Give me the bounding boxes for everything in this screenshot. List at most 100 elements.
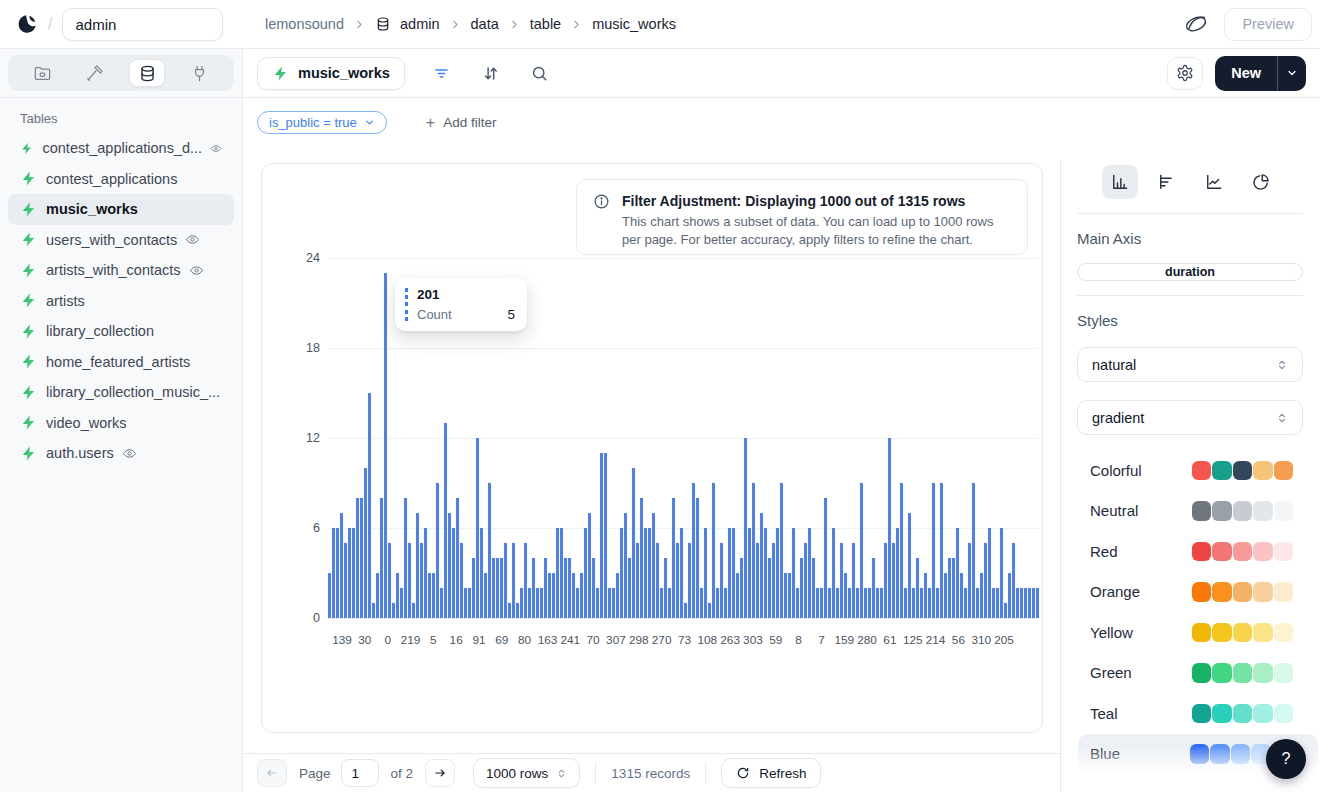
chart-bar[interactable] — [612, 588, 615, 618]
chart-bar[interactable] — [340, 513, 343, 618]
chart-bar[interactable] — [596, 588, 599, 618]
chart-bar[interactable] — [624, 513, 627, 618]
chart-bar[interactable] — [576, 588, 579, 618]
rows-per-page-select[interactable]: 1000 rows — [473, 758, 580, 788]
plug-icon[interactable] — [182, 59, 218, 87]
sidebar-table-item[interactable]: library_collection_music_... — [8, 377, 234, 408]
chart-bar[interactable] — [416, 513, 419, 618]
help-button[interactable]: ? — [1266, 739, 1306, 779]
chart-bar[interactable] — [676, 543, 679, 618]
bar-chart-type-button[interactable] — [1102, 165, 1138, 199]
chart-bar[interactable] — [604, 453, 607, 618]
chart-bar[interactable] — [844, 573, 847, 618]
chart-bar[interactable] — [592, 558, 595, 618]
chart-bar[interactable] — [732, 528, 735, 618]
chart-bar[interactable] — [508, 603, 511, 618]
chart-bar[interactable] — [776, 528, 779, 618]
breadcrumb-item[interactable]: data — [471, 16, 499, 32]
chart-bar[interactable] — [668, 588, 671, 618]
chart-bar[interactable] — [348, 528, 351, 618]
chart-bar[interactable] — [692, 483, 695, 618]
chart-bar[interactable] — [852, 543, 855, 618]
chart-bar[interactable] — [700, 588, 703, 618]
sidebar-table-item[interactable]: home_featured_artists — [8, 347, 234, 378]
next-page-button[interactable] — [425, 759, 455, 787]
chart-bar[interactable] — [912, 588, 915, 618]
chart-bar[interactable] — [480, 528, 483, 618]
chart-bar[interactable] — [744, 438, 747, 618]
preview-button[interactable]: Preview — [1224, 8, 1312, 41]
chart-bar[interactable] — [1012, 543, 1015, 618]
breadcrumb-item[interactable]: admin — [400, 16, 440, 32]
chart-bar[interactable] — [648, 528, 651, 618]
palette-row-teal[interactable]: Teal — [1060, 693, 1320, 734]
chart-bar[interactable] — [872, 558, 875, 618]
chart-bar[interactable] — [672, 498, 675, 618]
chart-bar[interactable] — [628, 558, 631, 618]
chart-bar[interactable] — [368, 393, 371, 618]
chart-bar[interactable] — [448, 513, 451, 618]
chart-bar[interactable] — [968, 543, 971, 618]
chart-bar[interactable] — [584, 528, 587, 618]
chart-bar[interactable] — [884, 543, 887, 618]
workspace-input[interactable] — [62, 8, 223, 41]
search-icon[interactable] — [528, 61, 552, 85]
palette-row-yellow[interactable]: Yellow — [1060, 612, 1320, 653]
chart-bar[interactable] — [804, 543, 807, 618]
chart-bar[interactable] — [1028, 588, 1031, 618]
chart-bar[interactable] — [496, 558, 499, 618]
chart-bar[interactable] — [860, 483, 863, 618]
chart-bar[interactable] — [972, 483, 975, 618]
sidebar-table-item[interactable]: contest_applications — [8, 164, 234, 195]
main-axis-value[interactable]: duration — [1077, 263, 1303, 281]
chart-bar[interactable] — [360, 498, 363, 618]
chart-bar[interactable] — [396, 573, 399, 618]
chart-bar[interactable] — [364, 468, 367, 618]
chart-bar[interactable] — [660, 588, 663, 618]
chart-bar[interactable] — [740, 558, 743, 618]
chart-bar[interactable] — [564, 558, 567, 618]
chart-bar[interactable] — [716, 588, 719, 618]
chart-bar[interactable] — [708, 603, 711, 618]
chart-bar[interactable] — [656, 543, 659, 618]
chart-bar[interactable] — [888, 438, 891, 618]
chart-bar[interactable] — [932, 483, 935, 618]
chart-bar[interactable] — [352, 528, 355, 618]
chart-bar[interactable] — [1020, 588, 1023, 618]
chart-bar[interactable] — [868, 588, 871, 618]
chart-bar[interactable] — [444, 423, 447, 618]
chart-bar[interactable] — [640, 498, 643, 618]
chart-bar[interactable] — [388, 543, 391, 618]
sidebar-table-item[interactable]: contest_applications_d... — [8, 133, 234, 164]
chart-bar[interactable] — [500, 558, 503, 618]
palette-row-orange[interactable]: Orange — [1060, 572, 1320, 613]
chart-bar[interactable] — [580, 573, 583, 618]
chart-bar[interactable] — [864, 588, 867, 618]
chart-bar[interactable] — [956, 528, 959, 618]
chart-bar[interactable] — [376, 573, 379, 618]
deploy-icon[interactable] — [1182, 10, 1210, 38]
settings-gear-button[interactable] — [1167, 57, 1203, 90]
chart-bar[interactable] — [812, 558, 815, 618]
chart-bar[interactable] — [484, 573, 487, 618]
chart-bar[interactable] — [984, 543, 987, 618]
style-select-natural[interactable]: natural — [1077, 347, 1303, 382]
chart-bar[interactable] — [616, 573, 619, 618]
chart-bar[interactable] — [960, 573, 963, 618]
database-icon[interactable] — [129, 59, 165, 87]
chart-bar[interactable] — [856, 588, 859, 618]
chart-bar[interactable] — [772, 543, 775, 618]
chart-bar[interactable] — [1036, 588, 1039, 618]
chart-bar[interactable] — [748, 528, 751, 618]
chart-bar[interactable] — [940, 483, 943, 618]
chart-bar[interactable] — [664, 558, 667, 618]
chart-bar[interactable] — [952, 558, 955, 618]
chart-bar[interactable] — [712, 483, 715, 618]
sidebar-table-item[interactable]: artists_with_contacts — [8, 255, 234, 286]
chart-bar[interactable] — [540, 588, 543, 618]
chart-bar[interactable] — [900, 483, 903, 618]
chart-bar[interactable] — [516, 603, 519, 618]
chart-bar[interactable] — [688, 543, 691, 618]
chart-bar[interactable] — [620, 528, 623, 618]
chart-bar[interactable] — [800, 558, 803, 618]
